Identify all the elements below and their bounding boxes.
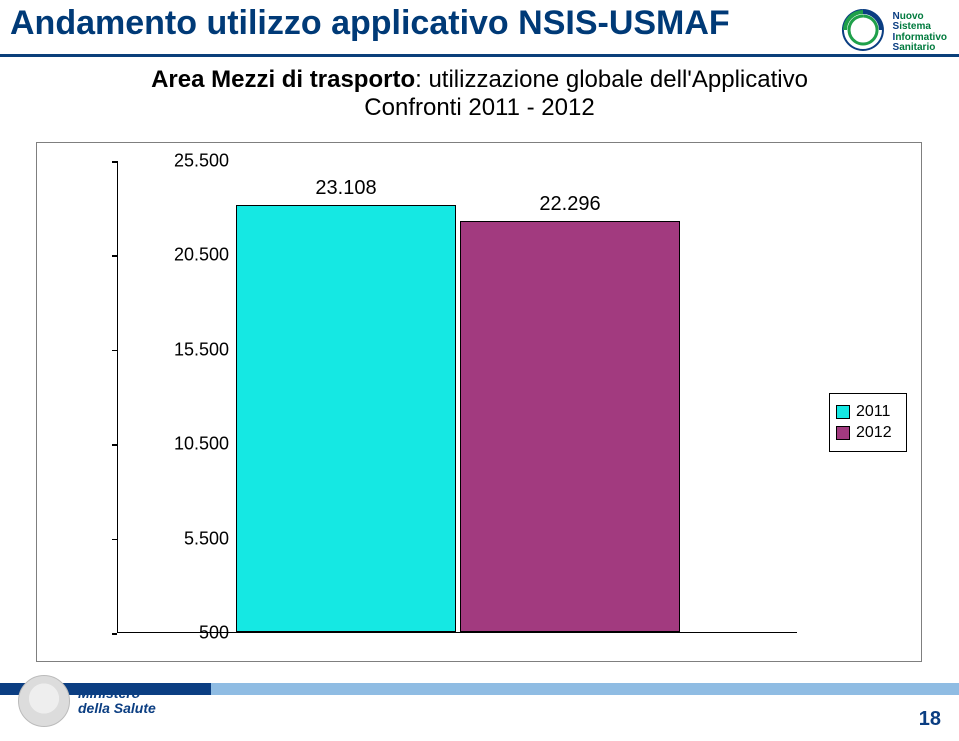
subtitle-rest: : utilizzazione globale dell'Applicativo bbox=[415, 66, 808, 93]
y-tick-label: 10.500 bbox=[174, 434, 229, 455]
nsis-logo: Nuovo Sistema Informativo Sanitario bbox=[839, 6, 947, 59]
chart-subtitle: Area Mezzi di trasporto: utilizzazione g… bbox=[0, 66, 959, 122]
page-footer: Ministero della Salute 18 bbox=[0, 683, 959, 741]
subtitle-line2: Confronti 2011 - 2012 bbox=[0, 94, 959, 122]
ministry-line1: Ministero bbox=[78, 686, 156, 701]
y-tick bbox=[112, 255, 117, 257]
legend-swatch-icon bbox=[836, 426, 850, 440]
bar-value-label: 23.108 bbox=[236, 177, 456, 200]
page-title: Andamento utilizzo applicativo NSIS-USMA… bbox=[10, 4, 730, 43]
y-tick bbox=[112, 539, 117, 541]
legend-item: 2012 bbox=[836, 424, 900, 442]
ministry-line2: della Salute bbox=[78, 701, 156, 716]
legend-item: 2011 bbox=[836, 403, 900, 421]
y-tick-label: 20.500 bbox=[174, 245, 229, 266]
y-tick bbox=[112, 633, 117, 635]
nsis-logo-text: Nuovo Sistema Informativo Sanitario bbox=[893, 12, 947, 54]
chart-plot-area: 23.10822.296 bbox=[117, 161, 797, 633]
nsis-swirl-icon bbox=[839, 6, 887, 59]
legend-label: 2011 bbox=[856, 403, 890, 421]
page-number: 18 bbox=[919, 708, 941, 731]
y-tick bbox=[112, 350, 117, 352]
header-rule bbox=[0, 54, 959, 57]
subtitle-bold: Area Mezzi di trasporto bbox=[151, 66, 415, 93]
y-tick bbox=[112, 161, 117, 163]
chart-bar: 23.108 bbox=[236, 205, 456, 632]
chart-frame: 23.10822.296 2011 2012 500 5.500 10.500 15.5… bbox=[36, 142, 922, 662]
y-tick-label: 5.500 bbox=[184, 528, 229, 549]
y-tick-label: 15.500 bbox=[174, 339, 229, 360]
ministry-emblem-icon bbox=[18, 675, 70, 727]
chart-bar: 22.296 bbox=[460, 221, 680, 633]
ministry-logo: Ministero della Salute bbox=[18, 675, 156, 727]
legend-label: 2012 bbox=[856, 424, 892, 442]
bar-value-label: 22.296 bbox=[460, 193, 680, 216]
legend-swatch-icon bbox=[836, 405, 850, 419]
y-tick bbox=[112, 444, 117, 446]
chart-legend: 2011 2012 bbox=[829, 393, 907, 452]
y-tick-label: 25.500 bbox=[174, 151, 229, 172]
y-tick-label: 500 bbox=[199, 623, 229, 644]
